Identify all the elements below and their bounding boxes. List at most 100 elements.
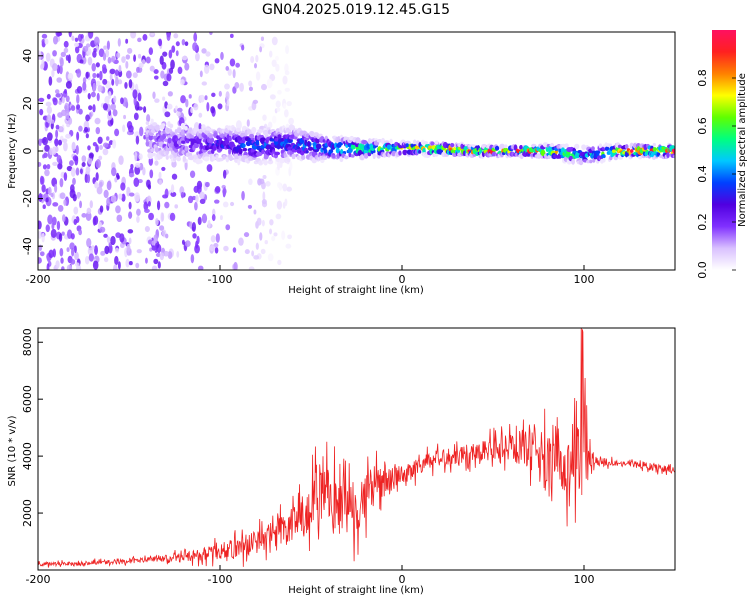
spectrogram-cell — [180, 122, 186, 129]
spectrogram-cell — [209, 32, 213, 36]
spectrogram-cell — [169, 123, 174, 129]
spectrogram-cell — [402, 149, 408, 156]
spectrogram-cell — [194, 201, 198, 211]
spectrogram-cell — [91, 62, 96, 72]
spectrogram-cell — [222, 187, 227, 197]
spectrogram-cell — [149, 65, 155, 72]
spectrogram-cell — [95, 62, 100, 68]
x-tick-label: 0 — [399, 273, 406, 286]
spectrogram-cell — [281, 230, 286, 241]
spectrogram-cell — [38, 244, 43, 251]
spectrogram-cell — [147, 239, 153, 245]
spectrogram-cell — [78, 108, 83, 115]
spectrogram-cell — [275, 63, 280, 72]
spectrogram-cell — [136, 208, 141, 216]
spectrogram-cell — [181, 239, 185, 245]
spectrogram-cell — [323, 148, 328, 154]
spectrogram-cell — [271, 115, 277, 124]
spectrogram-cell — [504, 144, 508, 149]
spectrogram-cell — [242, 143, 246, 148]
colorbar-tick-label: 0.8 — [696, 69, 709, 87]
spectrogram-cell — [50, 228, 57, 238]
spectrogram-cell — [64, 102, 69, 111]
spectrogram-cell — [262, 114, 267, 121]
spectrogram-cell — [162, 96, 166, 101]
spectrogram-cell — [103, 233, 108, 238]
spectrogram-cell — [87, 93, 91, 100]
spectrogram-cell — [181, 38, 186, 46]
spectrogram-cell — [277, 89, 282, 95]
spectrogram-cell — [106, 180, 112, 191]
spectrogram-cell — [617, 144, 622, 149]
y-tick-label: 4000 — [21, 442, 34, 470]
spectrogram-cell — [74, 251, 79, 261]
spectrogram-cell — [155, 218, 159, 226]
spectrogram-cell — [63, 199, 67, 206]
spectrogram-cell — [127, 125, 134, 133]
spectrogram-cell — [182, 155, 187, 162]
spectrogram-cell — [604, 146, 610, 151]
spectrogram-cell — [262, 191, 266, 201]
spectrogram-cell — [113, 95, 117, 103]
colorbar-tick-label: 0.6 — [696, 117, 709, 135]
spectrogram-cell — [175, 41, 180, 47]
spectrogram-cell — [159, 225, 165, 231]
spectrogram-cell — [47, 214, 53, 225]
colorbar-label: Normalized spectral amplitude — [737, 73, 748, 227]
spectrogram-cell — [142, 167, 146, 176]
spectrogram-cell — [94, 181, 99, 189]
spectrogram-cell — [76, 131, 80, 141]
spectrogram-cell — [285, 45, 290, 55]
spectrogram-cell — [148, 132, 154, 137]
spectrogram-cell — [276, 107, 281, 112]
spectrogram-cell — [177, 127, 182, 133]
spectrogram-cell — [271, 59, 277, 67]
y-tick-label: 6000 — [21, 385, 34, 413]
spectrogram-cell — [99, 226, 106, 233]
spectrogram-cell — [55, 124, 60, 130]
spectrogram-cell — [170, 191, 177, 197]
spectrogram-cell — [59, 64, 63, 75]
spectrogram-cell — [273, 232, 278, 237]
spectrogram-cell — [228, 157, 235, 161]
spectrogram-cell — [203, 134, 208, 139]
spectrogram-cell — [61, 138, 68, 143]
spectrogram-cell — [143, 134, 147, 140]
spectrogram-cell — [144, 208, 150, 214]
spectrogram-cell — [92, 50, 97, 58]
spectrogram-cell — [118, 69, 123, 78]
spectrogram-cell — [176, 251, 180, 258]
spectrogram-cell — [113, 264, 118, 270]
spectrogram-cell — [259, 232, 263, 241]
spectrogram-cell — [260, 248, 266, 255]
spectrogram-cell — [95, 159, 101, 169]
spectrogram-cell — [38, 138, 42, 147]
spectrogram-cell — [145, 121, 150, 125]
spectrogram-cell — [128, 192, 135, 197]
spectrogram-cell — [70, 258, 76, 265]
spectrogram-cell — [201, 213, 208, 224]
spectrogram-cell — [127, 229, 134, 234]
spectrogram-cell — [550, 142, 554, 147]
spectrogram-cell — [434, 140, 439, 145]
spectrogram-cell — [49, 119, 55, 124]
spectrogram-cell — [130, 32, 137, 39]
spectrogram-cell — [199, 191, 205, 200]
spectrogram-cell — [175, 105, 178, 111]
spectrogram-cell — [174, 129, 178, 134]
spectrogram-cell — [267, 253, 274, 262]
spectrogram-cell — [589, 159, 593, 164]
spectrogram-cell — [228, 130, 233, 137]
spectrogram-cell — [59, 248, 64, 257]
spectrogram-cell — [85, 114, 90, 122]
spectrogram-cell — [239, 82, 244, 92]
spectrogram-cell — [39, 108, 44, 116]
spectrogram-cell — [638, 155, 643, 160]
spectrogram-cell — [193, 143, 199, 149]
spectrogram-cell — [137, 37, 142, 43]
spectrogram-cell — [134, 162, 141, 168]
spectrogram-cell — [241, 44, 245, 51]
spectrogram-cell — [114, 177, 118, 183]
spectrogram-cell — [192, 233, 197, 239]
